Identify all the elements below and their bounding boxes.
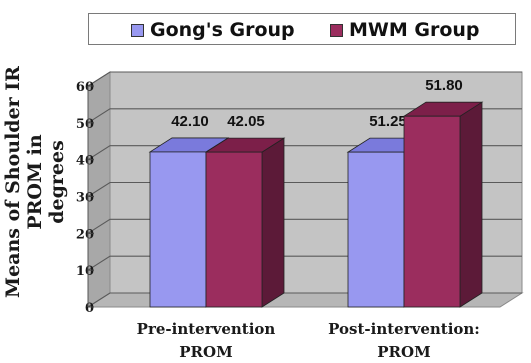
bar-mwm-group-post-side [459, 101, 483, 308]
bar-gongs-group-post [347, 151, 405, 308]
category-label-pre-line-2: PROM [179, 343, 232, 361]
gridline-50 [87, 108, 522, 124]
y-tick-label-60: 60 [76, 80, 94, 95]
bar-mwm-group-pre [205, 151, 263, 308]
y-tick-label-50: 50 [76, 117, 94, 132]
y-tick-label-20: 20 [76, 227, 94, 242]
gridline-60 [87, 71, 522, 87]
bar-mwm-group-pre-side [261, 137, 285, 308]
bar-mwm-group-post [403, 115, 461, 308]
bar-mwm-group-pre-value-label: 42.05 [227, 113, 265, 130]
y-tick-label-40: 40 [76, 154, 94, 169]
y-tick-label-10: 10 [76, 264, 94, 279]
legend-swatch-gongs-group [131, 23, 144, 37]
y-tick-label-30: 30 [76, 191, 94, 206]
y-tick-label-0: 0 [85, 301, 94, 316]
category-label-post-line-1: Post-intervention: [328, 320, 480, 338]
legend-item-mwm-group: MWM Group [330, 18, 480, 42]
legend-swatch-mwm-group [330, 23, 343, 37]
bar-mwm-group-post-value-label: 51.80 [425, 77, 463, 94]
category-label-pre-line-1: Pre-intervention [137, 320, 276, 338]
bar-gongs-group-pre-value-label: 42.10 [171, 113, 209, 130]
legend-label-gongs-group: Gong's Group [150, 19, 295, 41]
bar-gongs-group-post-value-label: 51.25 [369, 113, 407, 130]
bar-gongs-group-pre [149, 151, 207, 308]
legend: Gong's Group MWM Group [88, 13, 516, 45]
category-label-post-line-2: PROM [377, 343, 430, 361]
legend-label-mwm-group: MWM Group [349, 19, 480, 41]
legend-item-gongs-group: Gong's Group [131, 18, 295, 42]
